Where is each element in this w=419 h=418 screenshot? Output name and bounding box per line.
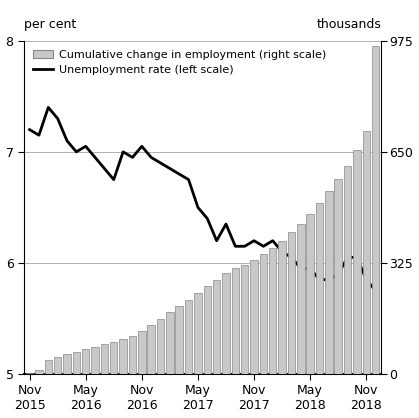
Bar [91, 347, 99, 374]
Bar [288, 232, 295, 374]
Bar [222, 273, 230, 374]
Legend: Cumulative change in employment (right scale), Unemployment rate (left scale): Cumulative change in employment (right s… [33, 50, 326, 75]
Bar [147, 326, 155, 374]
Bar [306, 214, 314, 374]
Bar [157, 319, 164, 374]
Bar [26, 373, 34, 374]
Bar [129, 336, 136, 374]
Bar [241, 265, 248, 374]
Bar [316, 203, 323, 374]
Bar [278, 241, 286, 374]
Bar [119, 339, 127, 374]
Bar [82, 349, 89, 374]
Bar [110, 342, 117, 374]
Bar [334, 179, 342, 374]
Bar [138, 331, 145, 374]
Bar [185, 300, 192, 374]
Bar [372, 46, 379, 374]
Bar [194, 293, 202, 374]
Bar [344, 166, 351, 374]
Bar [72, 352, 80, 374]
Bar [54, 357, 61, 374]
Bar [250, 260, 258, 374]
Text: per cent: per cent [24, 18, 76, 31]
Bar [63, 354, 71, 374]
Bar [269, 248, 277, 374]
Text: thousands: thousands [316, 18, 381, 31]
Bar [204, 286, 211, 374]
Bar [101, 344, 108, 374]
Bar [353, 150, 361, 374]
Bar [297, 224, 305, 374]
Bar [176, 306, 183, 374]
Bar [325, 191, 333, 374]
Bar [362, 131, 370, 374]
Bar [35, 370, 43, 374]
Bar [44, 360, 52, 374]
Bar [260, 255, 267, 374]
Bar [166, 313, 173, 374]
Bar [232, 268, 239, 374]
Bar [213, 280, 220, 374]
